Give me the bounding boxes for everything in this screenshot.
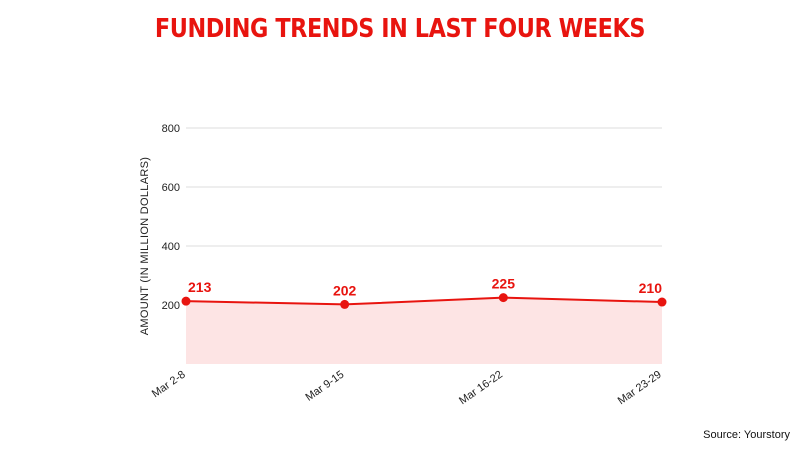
x-tick-label: Mar 2-8 [150, 369, 188, 401]
y-axis-label: AMOUNT (IN MILLION DOLLARS) [139, 157, 151, 335]
y-tick-label: 600 [162, 182, 180, 194]
x-tick-label: Mar 9-15 [303, 369, 346, 404]
y-tick-label: 800 [162, 123, 180, 135]
data-point [181, 296, 191, 306]
series-line-path [185, 296, 663, 306]
y-tick-label: 400 [162, 241, 180, 253]
series-line [185, 296, 663, 306]
data-labels: 213 202 225 210 [188, 276, 662, 299]
data-label: 225 [492, 276, 516, 292]
data-point [498, 293, 508, 303]
series-area [186, 297, 662, 364]
x-axis-ticks: Mar 2-8 Mar 9-15 Mar 16-22 Mar 23-29 [150, 369, 664, 408]
y-tick-label: 200 [162, 300, 180, 312]
data-point [657, 297, 667, 307]
data-label: 210 [639, 280, 663, 296]
y-axis-ticks: 200 400 600 800 [162, 123, 180, 312]
data-label: 213 [188, 279, 212, 295]
data-label: 202 [333, 282, 357, 298]
data-points [181, 293, 667, 309]
x-tick-label: Mar 23-29 [616, 369, 664, 408]
chart-title: FUNDING TRENDS IN LAST FOUR WEEKS [154, 14, 646, 44]
area-fill [186, 297, 662, 364]
gridlines [186, 127, 662, 306]
data-point [340, 299, 350, 309]
source-note: Source: Yourstory [703, 429, 790, 441]
x-tick-label: Mar 16-22 [457, 369, 505, 408]
